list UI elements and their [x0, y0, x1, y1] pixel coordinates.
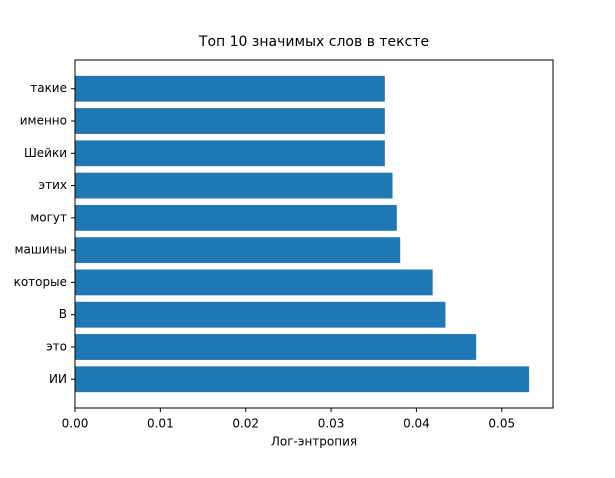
bar	[75, 75, 385, 102]
bar	[75, 172, 393, 199]
plot-frame	[74, 59, 554, 409]
bar	[75, 237, 401, 264]
y-tick-label: которые	[14, 275, 67, 289]
bar	[75, 334, 477, 360]
x-tick-label: 0.03	[318, 417, 345, 431]
bar	[75, 204, 397, 231]
x-tick-label: 0.00	[62, 417, 89, 431]
bar	[75, 140, 385, 167]
x-tick-label: 0.02	[232, 417, 259, 431]
y-tick-label: это	[46, 339, 67, 353]
y-tick-label: ИИ	[49, 372, 67, 386]
bar	[75, 301, 446, 328]
y-tick-label: Шейки	[24, 146, 67, 160]
y-tick-label: машины	[14, 243, 67, 257]
x-tick-label: 0.04	[403, 417, 430, 431]
y-tick-label: именно	[20, 114, 67, 128]
chart-title: Топ 10 значимых слов в тексте	[198, 34, 429, 50]
bar	[75, 108, 385, 134]
bar	[75, 366, 530, 393]
x-tick-label: 0.05	[488, 417, 515, 431]
y-tick-label: могут	[30, 210, 67, 224]
bar	[75, 269, 433, 296]
y-tick-label: такие	[30, 81, 67, 95]
y-tick-label: этих	[39, 178, 67, 192]
x-axis-label: Лог-энтропия	[271, 435, 357, 449]
y-tick-label: В	[59, 307, 67, 321]
x-tick-label: 0.01	[147, 417, 174, 431]
